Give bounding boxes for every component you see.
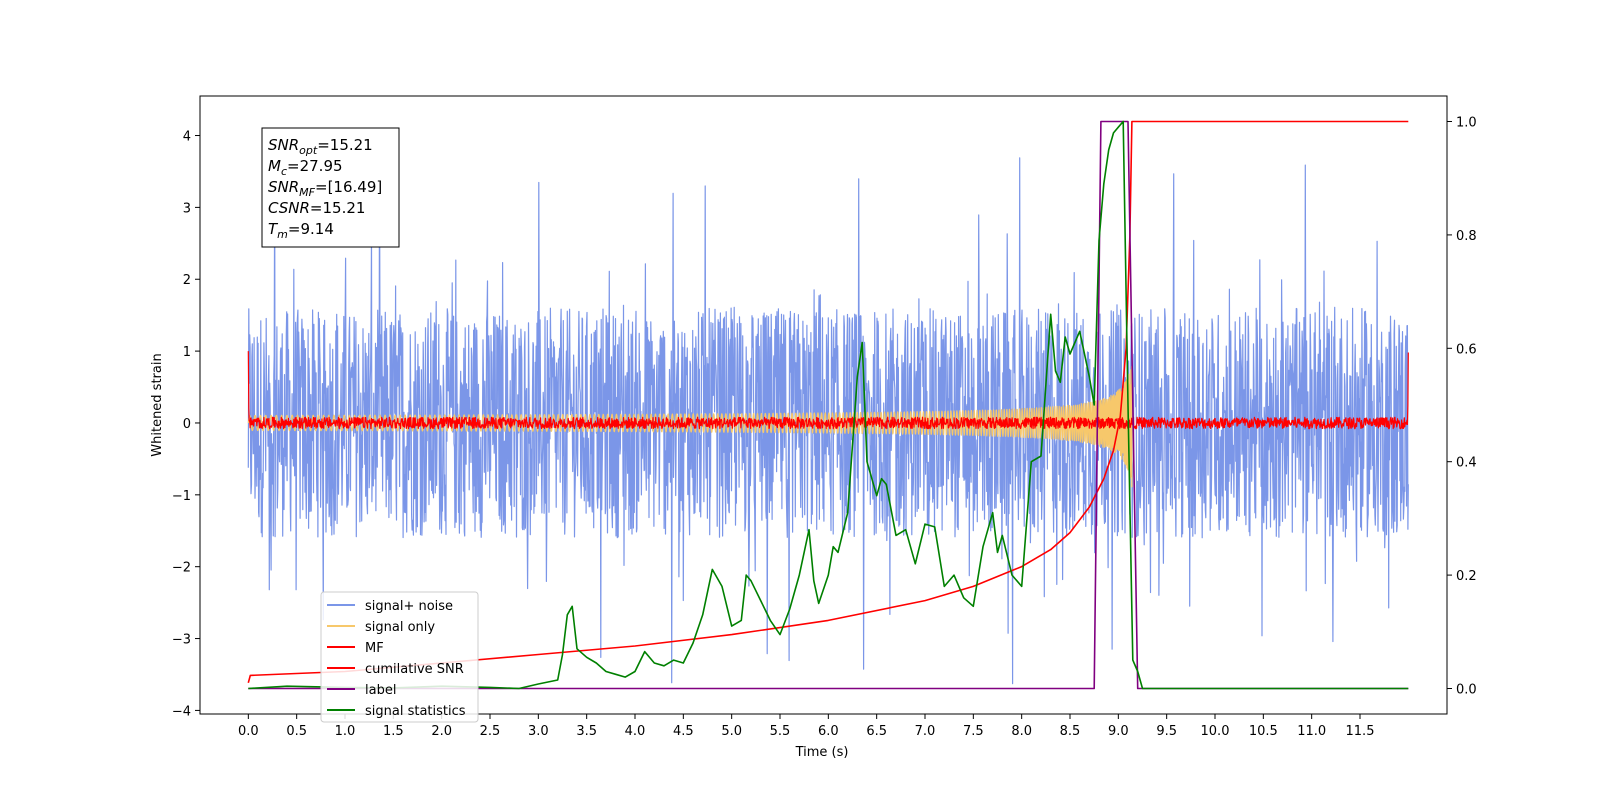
- x-axis: 0.0 0.5 1.0 1.5 2.0 2.5 3.0 3.5 4.0 4.5 5.0 5.5 6.0 6…: [238, 714, 1374, 739]
- y-left-tick-label: 4: [183, 130, 191, 145]
- x-tick-label: 10.5: [1249, 724, 1278, 739]
- y-right-tick-label: 0.4: [1456, 456, 1477, 471]
- x-tick-label: 3.5: [576, 724, 597, 739]
- series-line-signal-statistics: [248, 120, 1409, 690]
- y-axis-left: −4 −3 −2 −1 0 1 2 3 4: [172, 130, 200, 719]
- x-tick-label: 0.5: [286, 724, 307, 739]
- x-axis-label: Time (s): [795, 745, 849, 760]
- legend-frame: [320, 591, 479, 723]
- y-left-tick-label: −2: [172, 561, 191, 576]
- y-right-tick-label: 0.2: [1456, 569, 1477, 584]
- legend-label-signal-only: signal only: [365, 620, 435, 635]
- plot-frame: [199, 95, 1448, 715]
- legend: signal+ noise signal only MF cumilative SNR…: [320, 591, 479, 723]
- x-tick-label: 4.0: [625, 724, 646, 739]
- x-tick-label: 2.0: [431, 724, 452, 739]
- x-tick-label: 6.5: [866, 724, 887, 739]
- annotation-line: SNRopt=15.21: [268, 136, 373, 157]
- x-tick-label: 9.0: [1108, 724, 1129, 739]
- series-layer: [247, 120, 1409, 690]
- x-tick-label: 0.0: [238, 724, 259, 739]
- legend-label-signal-statistics: signal statistics: [365, 704, 466, 719]
- x-tick-label: 10.0: [1201, 724, 1230, 739]
- legend-label-mf: MF: [365, 641, 384, 656]
- legend-label-label: label: [365, 683, 396, 698]
- x-tick-label: 2.5: [480, 724, 501, 739]
- y-axis-right: 0.0 0.2 0.4 0.6 0.8 1.0: [1447, 116, 1477, 697]
- y-left-tick-label: 3: [183, 201, 191, 216]
- annotation-line: Mc=27.95: [268, 157, 343, 178]
- y-left-tick-label: 1: [183, 345, 191, 360]
- x-tick-label: 5.0: [721, 724, 742, 739]
- legend-label-cumilative-snr: cumilative SNR: [365, 662, 464, 677]
- x-tick-label: 8.5: [1060, 724, 1081, 739]
- y-left-tick-label: −1: [172, 489, 191, 504]
- x-tick-label: 1.0: [335, 724, 356, 739]
- annotation-line: SNRMF=[16.49]: [268, 178, 382, 199]
- annotation-line: Tm=9.14: [268, 220, 334, 241]
- x-tick-label: 1.5: [383, 724, 404, 739]
- legend-label-signal-noise: signal+ noise: [365, 599, 453, 614]
- x-tick-label: 11.0: [1297, 724, 1326, 739]
- x-tick-label: 7.5: [963, 724, 984, 739]
- x-tick-label: 11.5: [1346, 724, 1375, 739]
- y-left-tick-label: −3: [172, 633, 191, 648]
- y-left-tick-label: −4: [172, 704, 191, 719]
- y-right-tick-label: 0.8: [1456, 229, 1477, 244]
- x-tick-label: 9.5: [1156, 724, 1177, 739]
- x-tick-label: 6.0: [818, 724, 839, 739]
- y-right-tick-label: 1.0: [1456, 116, 1477, 131]
- y-left-tick-label: 2: [183, 273, 191, 288]
- series-line-cumilative-snr: [247, 120, 1409, 684]
- x-tick-label: 5.5: [770, 724, 791, 739]
- annotation-line: CSNR=15.21: [268, 199, 365, 217]
- series-line-signal-noise: [247, 157, 1409, 685]
- x-tick-label: 8.0: [1011, 724, 1032, 739]
- x-tick-label: 7.0: [915, 724, 936, 739]
- annotation-box: SNRopt=15.21Mc=27.95SNRMF=[16.49]CSNR=15…: [261, 127, 400, 248]
- y-axis-left-label: Whitened strain: [150, 353, 165, 456]
- annotation-frame: [261, 127, 400, 248]
- x-tick-label: 4.5: [673, 724, 694, 739]
- x-tick-label: 3.0: [528, 724, 549, 739]
- y-right-tick-label: 0.0: [1456, 682, 1477, 697]
- y-right-tick-label: 0.6: [1456, 342, 1477, 357]
- series-line-mf: [247, 351, 1409, 430]
- y-left-tick-label: 0: [183, 417, 191, 432]
